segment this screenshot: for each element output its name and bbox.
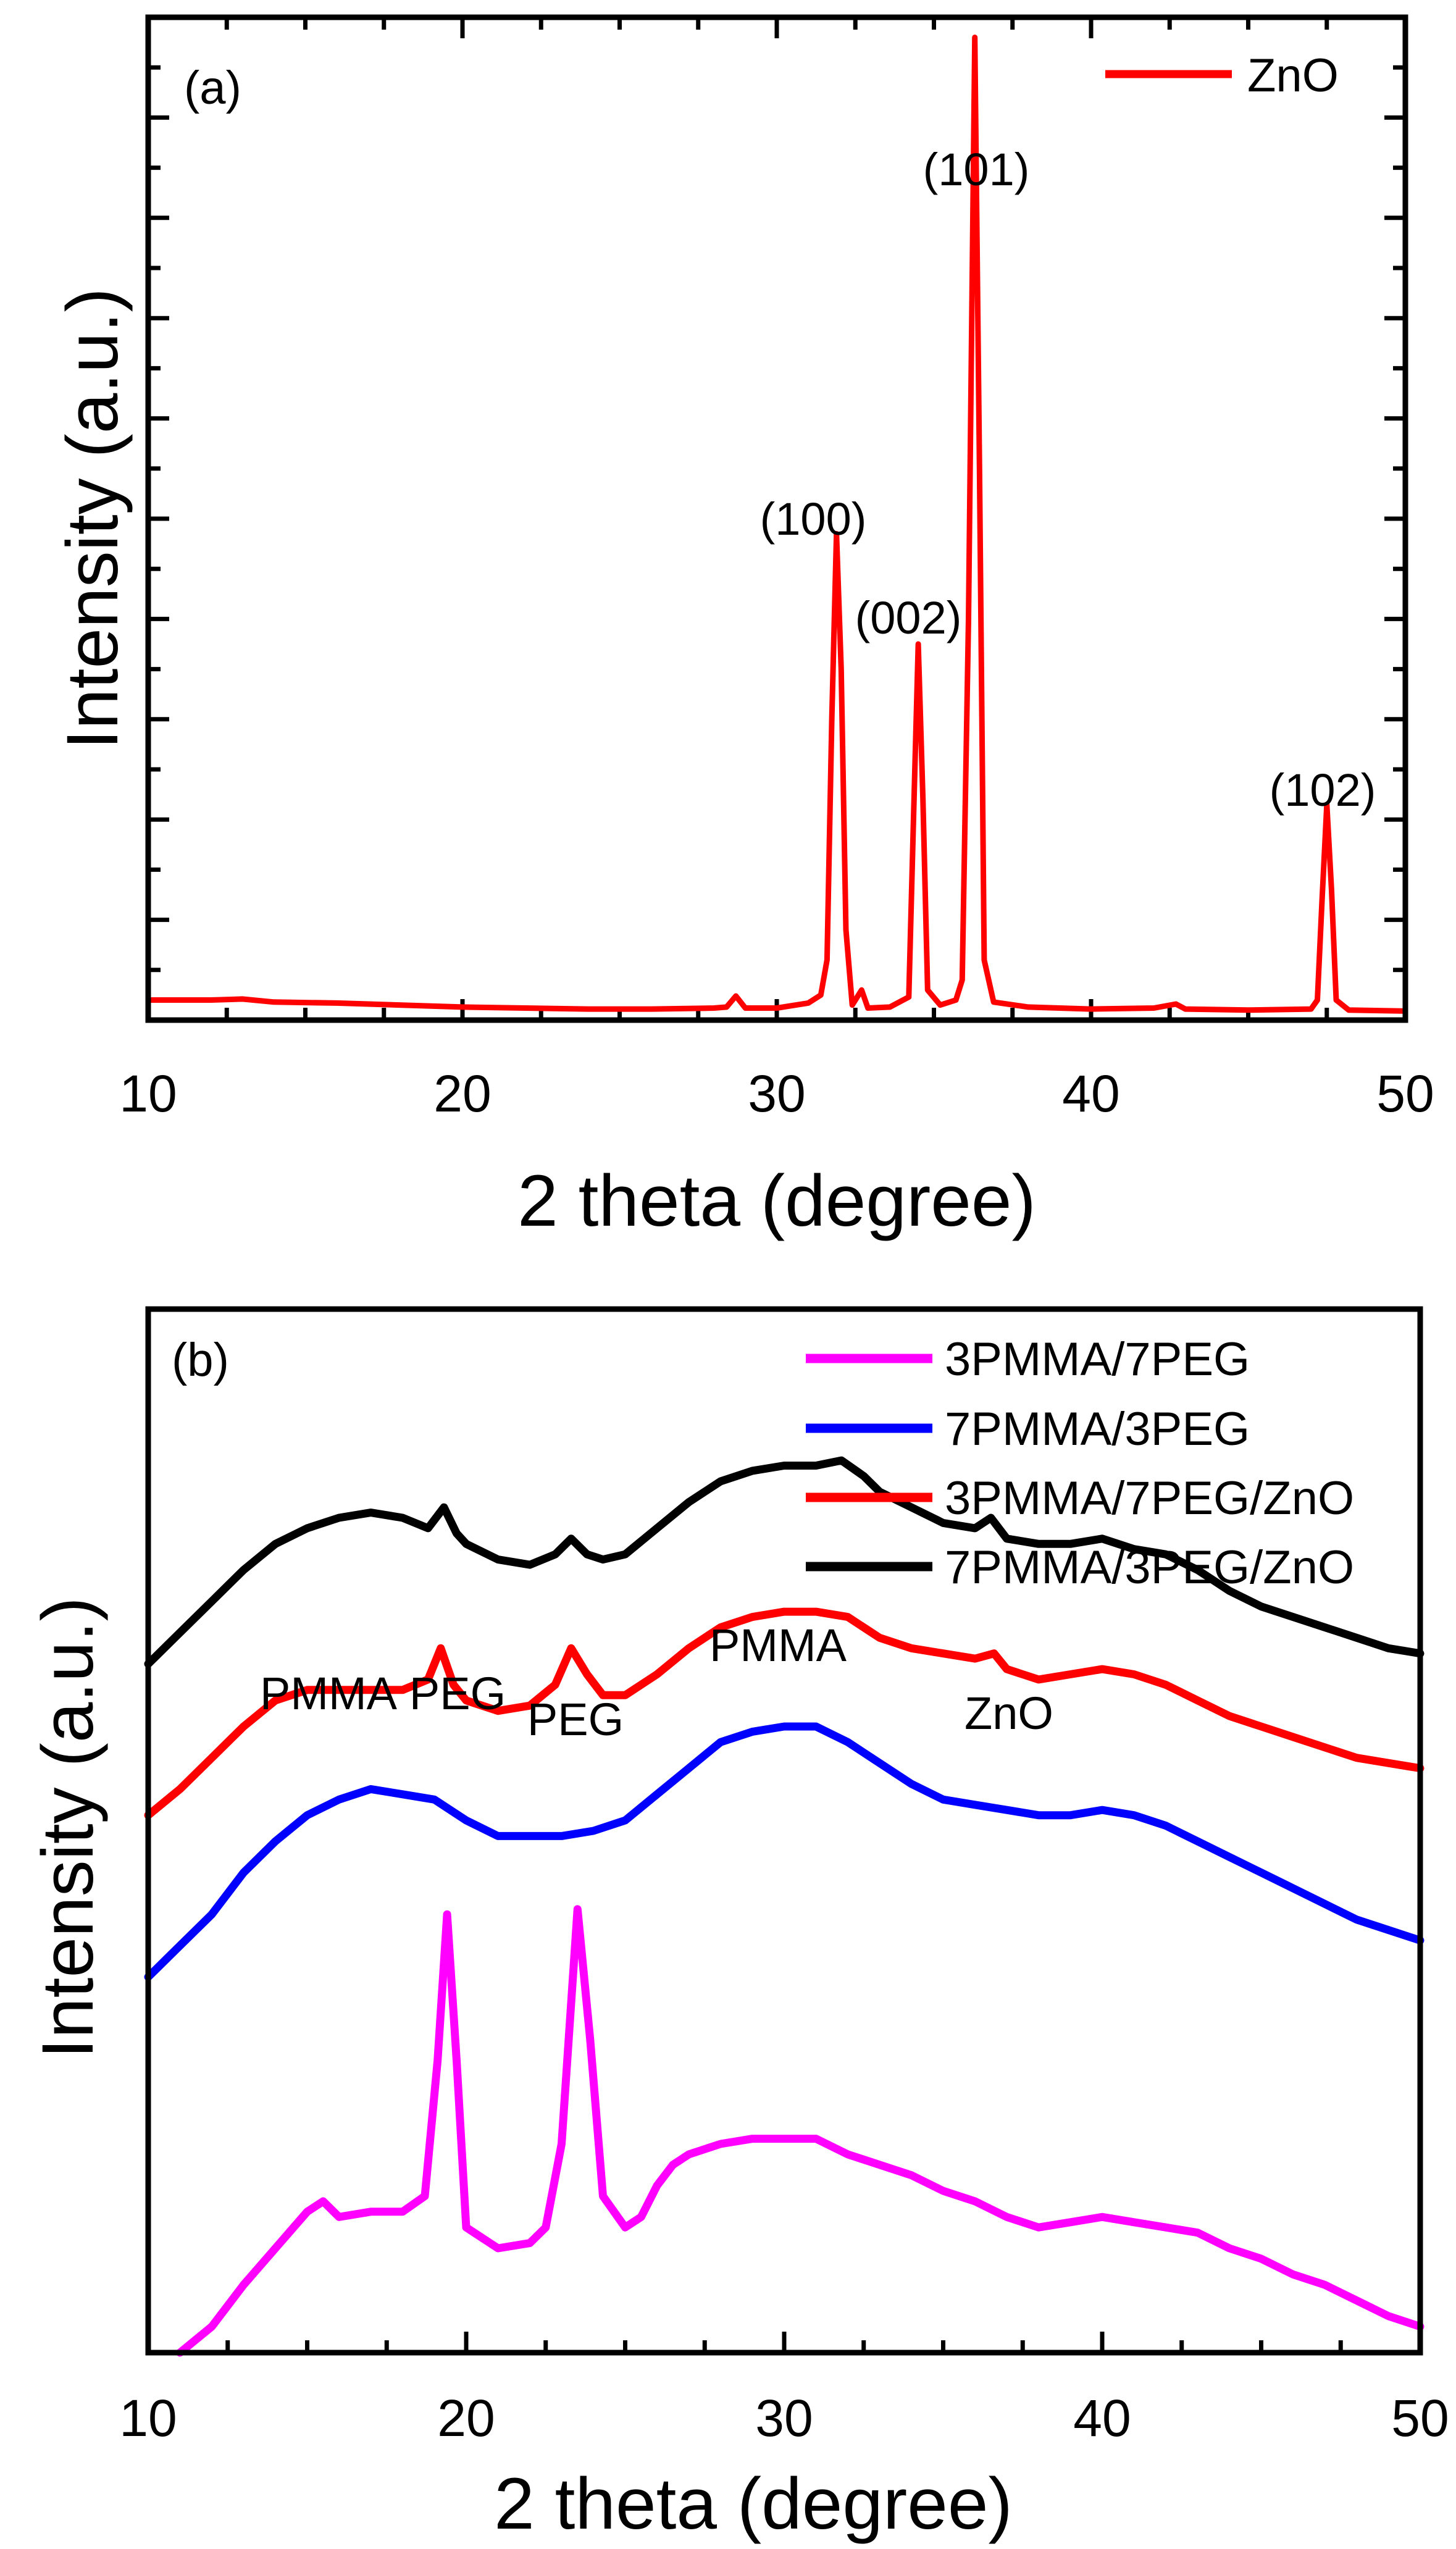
panel-b-x-tick-label: 30	[755, 2389, 813, 2447]
peak-annotation-pmma-2: PMMA	[709, 1620, 847, 1671]
panel-b-y-axis-title: Intensity (a.u.)	[27, 1597, 109, 2059]
series-line-7pmma-3peg-zno	[144, 1456, 1425, 1668]
peak-annotation-peg-1: PEG	[409, 1668, 506, 1719]
panel-a-x-tick-label: 50	[1376, 1065, 1434, 1123]
panel-b-x-axis-title: 2 theta (degree)	[494, 2463, 1013, 2545]
panel-a-x-tick-label: 10	[119, 1065, 177, 1123]
panel-a-x-tick-label: 40	[1062, 1065, 1119, 1123]
legend-label-7pmma-3peg-zno: 7PMMA/3PEG/ZnO	[945, 1541, 1354, 1594]
legend-label-zno: ZnO	[1247, 49, 1339, 102]
peak-annotation-100: (100)	[760, 493, 867, 545]
chart-panel-a: (a) ZnO 10 20 30 40 50 2 theta (degree) …	[52, 14, 1434, 1242]
series-line-zno	[145, 35, 1408, 1014]
legend-label-3pmma-7peg-zno: 3PMMA/7PEG/ZnO	[945, 1472, 1354, 1525]
panel-a-x-tick-label: 30	[748, 1065, 805, 1123]
series-line-3pmma-7peg	[176, 1905, 1425, 2357]
panel-a-series	[145, 35, 1408, 1014]
panel-a-x-tick-label: 20	[433, 1065, 491, 1123]
panel-b-plot-frame	[145, 1306, 1423, 2356]
series-line-7pmma-3peg	[144, 1722, 1425, 1982]
panel-a-x-axis-title: 2 theta (degree)	[517, 1160, 1036, 1242]
peak-annotation-peg-2: PEG	[527, 1694, 624, 1745]
peak-annotation-pmma-1: PMMA	[260, 1668, 398, 1719]
panel-a-plot-frame	[145, 14, 1408, 1023]
peak-annotation-101: (101)	[923, 144, 1030, 195]
legend-label-3pmma-7peg: 3PMMA/7PEG	[945, 1333, 1250, 1386]
panel-a-y-axis-title: Intensity (a.u.)	[52, 288, 133, 750]
chart-panel-b: (b) 3PMMA/7PEG 7PMMA/3PEG 3PMMA/7PEG/ZnO…	[27, 1306, 1449, 2545]
panel-a-label: (a)	[184, 62, 241, 114]
legend-label-7pmma-3peg: 7PMMA/3PEG	[945, 1403, 1250, 1455]
panel-b-tick-marks	[146, 2332, 1423, 2353]
peak-annotation-102: (102)	[1270, 764, 1376, 816]
panel-b-label: (b)	[172, 1334, 229, 1386]
panel-b-x-tick-label: 10	[119, 2389, 177, 2447]
peak-annotation-002: (002)	[855, 592, 962, 643]
peak-annotation-zno: ZnO	[964, 1688, 1053, 1739]
panel-b-x-tick-label: 50	[1391, 2389, 1449, 2447]
panel-b-x-tick-label: 20	[437, 2389, 495, 2447]
panel-b-series	[144, 1456, 1425, 2357]
series-line-3pmma-7peg-zno	[144, 1607, 1425, 1820]
panel-b-x-tick-label: 40	[1073, 2389, 1131, 2447]
